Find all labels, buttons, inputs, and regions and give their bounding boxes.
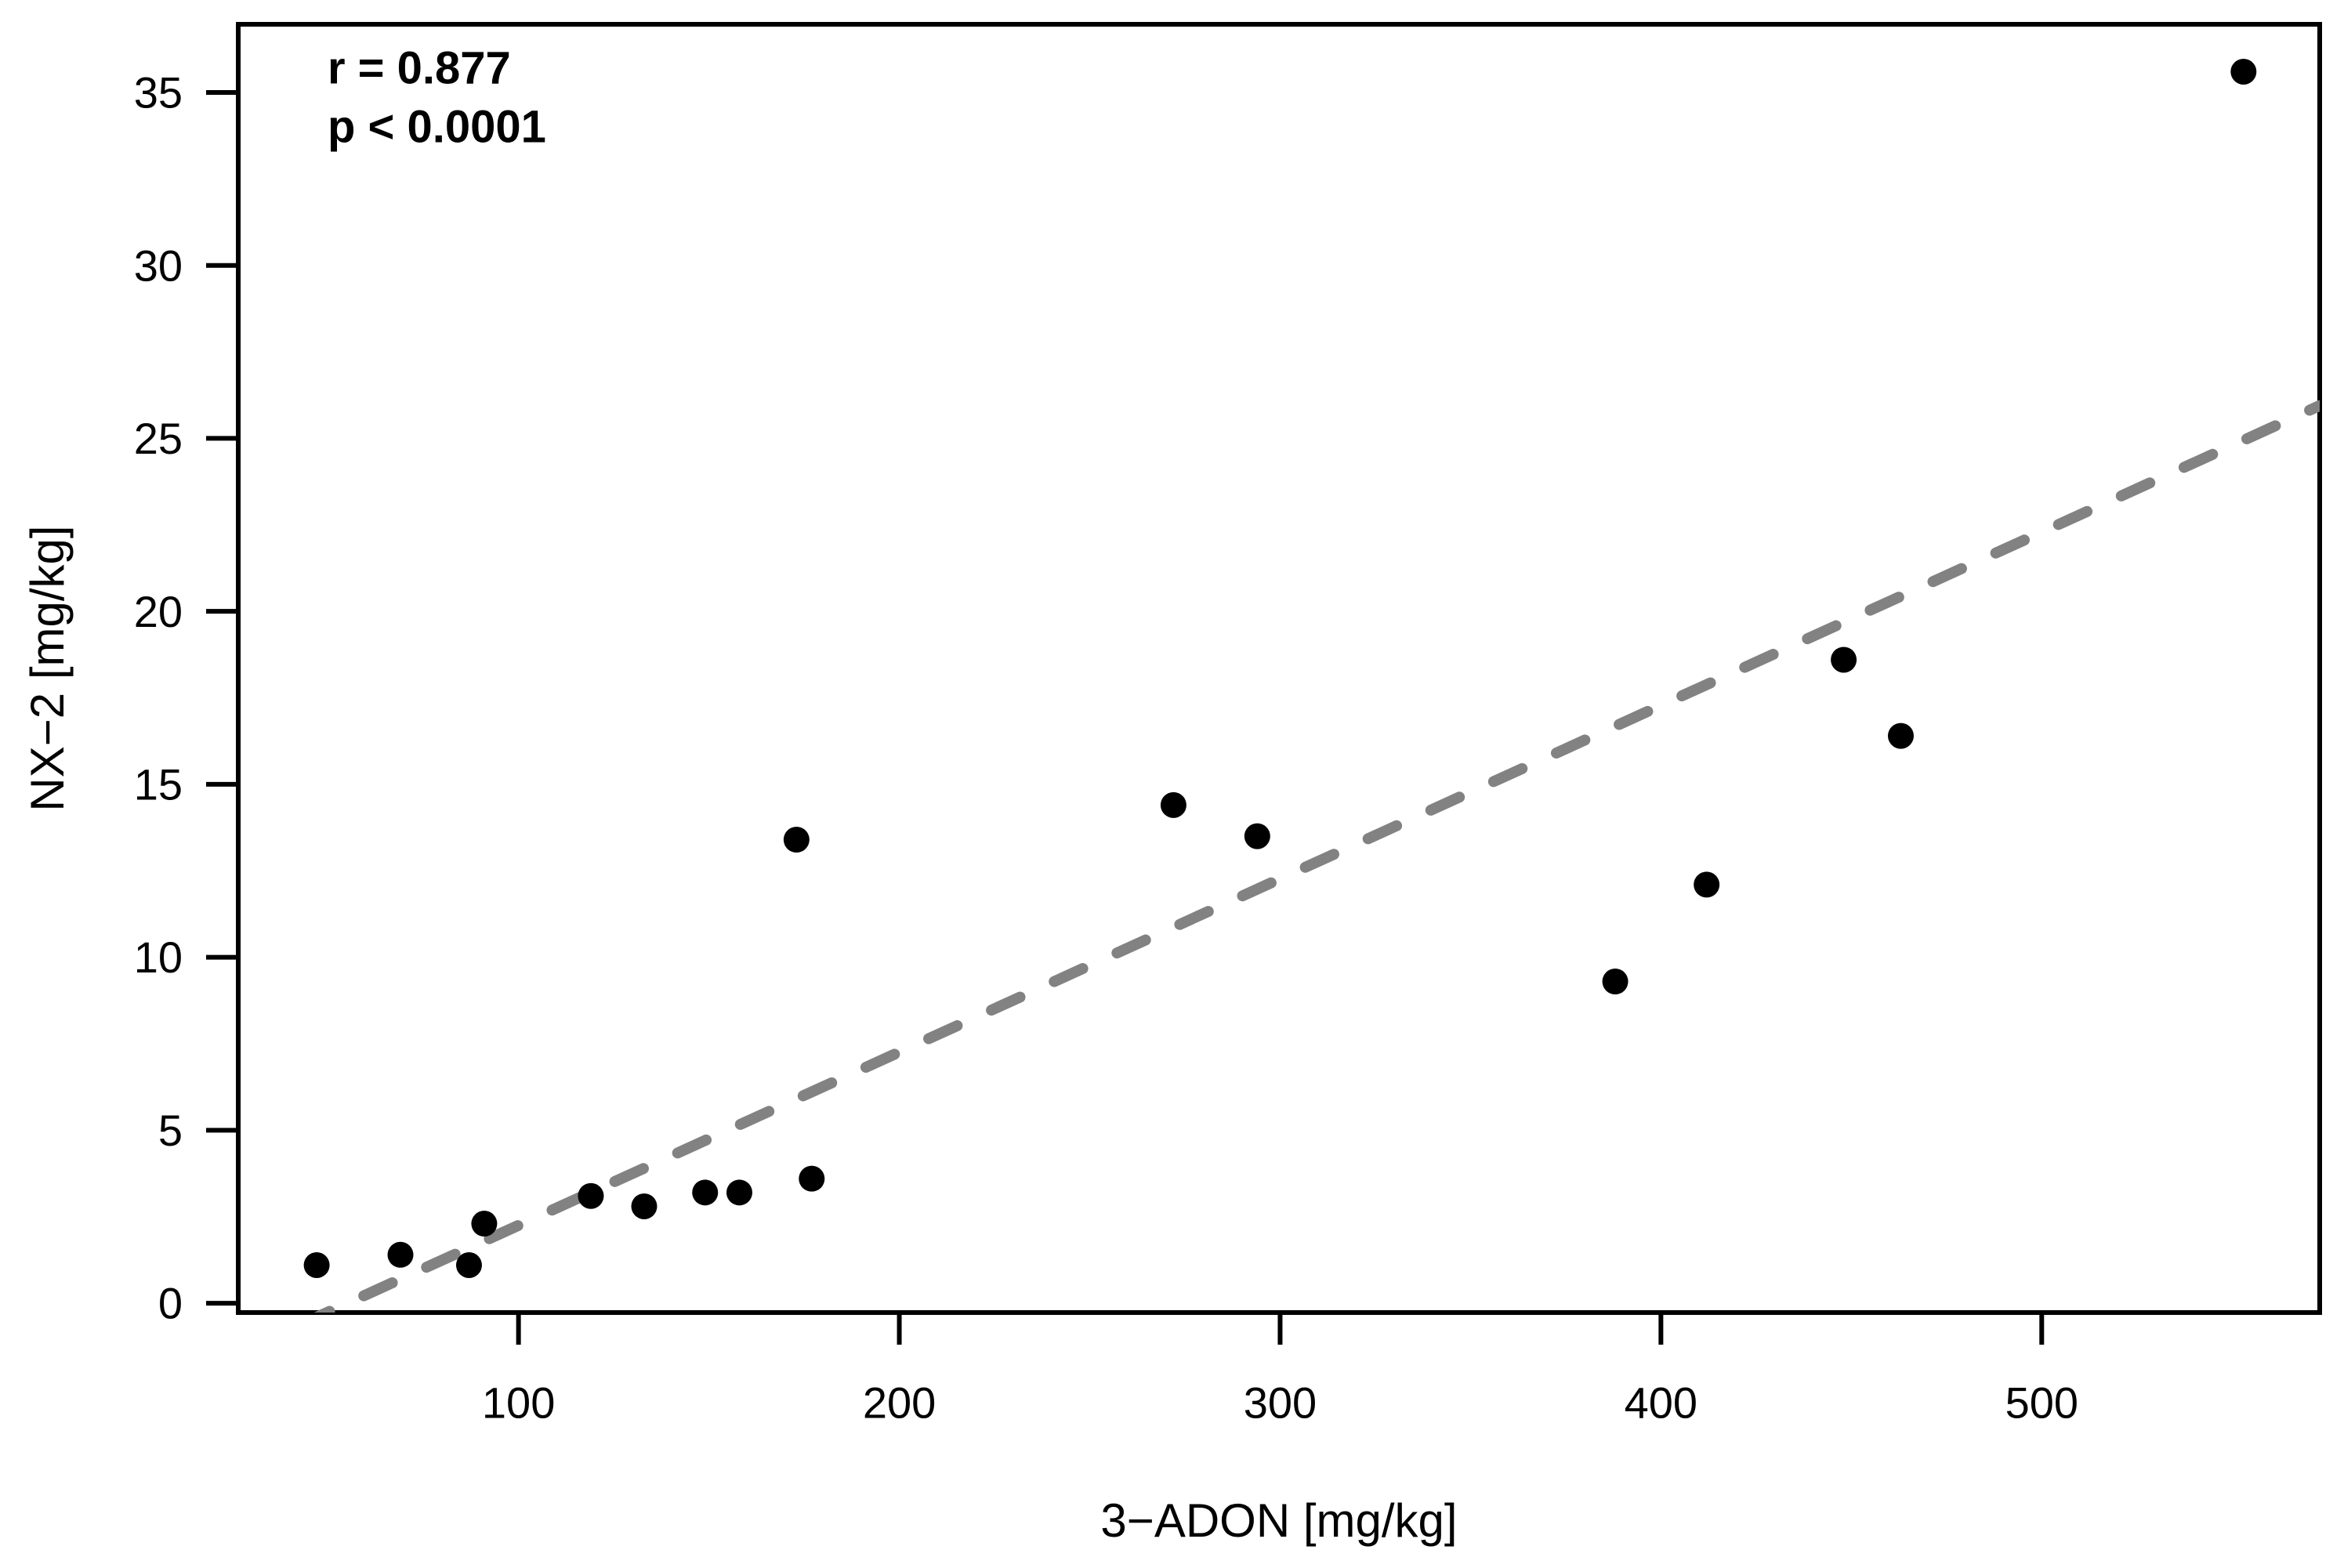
data-point	[1244, 823, 1270, 849]
y-axis-tick-label: 15	[134, 759, 183, 809]
x-axis-title: 3−ADON [mg/kg]	[1100, 1494, 1457, 1547]
x-axis-tick-label: 400	[1625, 1378, 1697, 1428]
y-axis-title: NX−2 [mg/kg]	[21, 525, 74, 811]
x-axis-tick-label: 300	[1244, 1378, 1317, 1428]
plot-box	[236, 22, 2322, 1315]
x-axis-tick-label: 200	[863, 1378, 936, 1428]
data-point	[578, 1182, 604, 1209]
y-axis-tick-label: 10	[134, 932, 183, 982]
data-point	[2230, 58, 2257, 85]
data-point	[1160, 791, 1186, 818]
x-axis-tick-label: 500	[2005, 1378, 2078, 1428]
data-point	[631, 1193, 658, 1219]
annotation-r-value: r = 0.877	[328, 42, 511, 93]
data-point	[799, 1165, 825, 1192]
data-point	[303, 1252, 330, 1279]
y-axis-tick-label: 25	[134, 414, 183, 463]
y-axis-tick-label: 20	[134, 587, 183, 636]
trend-line	[313, 400, 2320, 1313]
data-point	[455, 1252, 482, 1279]
data-point	[692, 1179, 719, 1206]
y-axis-tick-label: 5	[158, 1106, 183, 1155]
data-point	[471, 1211, 498, 1237]
data-point	[1694, 871, 1720, 898]
data-point	[1831, 646, 1857, 673]
data-point	[783, 827, 810, 853]
data-point	[387, 1241, 414, 1268]
y-axis-tick-label: 0	[158, 1279, 183, 1328]
y-axis-tick-label: 30	[134, 241, 183, 290]
annotation-p-value: p < 0.0001	[328, 101, 546, 152]
x-axis-tick-label: 100	[482, 1378, 555, 1428]
data-point	[726, 1179, 752, 1206]
data-point	[1887, 722, 1914, 749]
data-point	[1602, 969, 1628, 995]
y-axis-tick-label: 35	[134, 68, 183, 118]
